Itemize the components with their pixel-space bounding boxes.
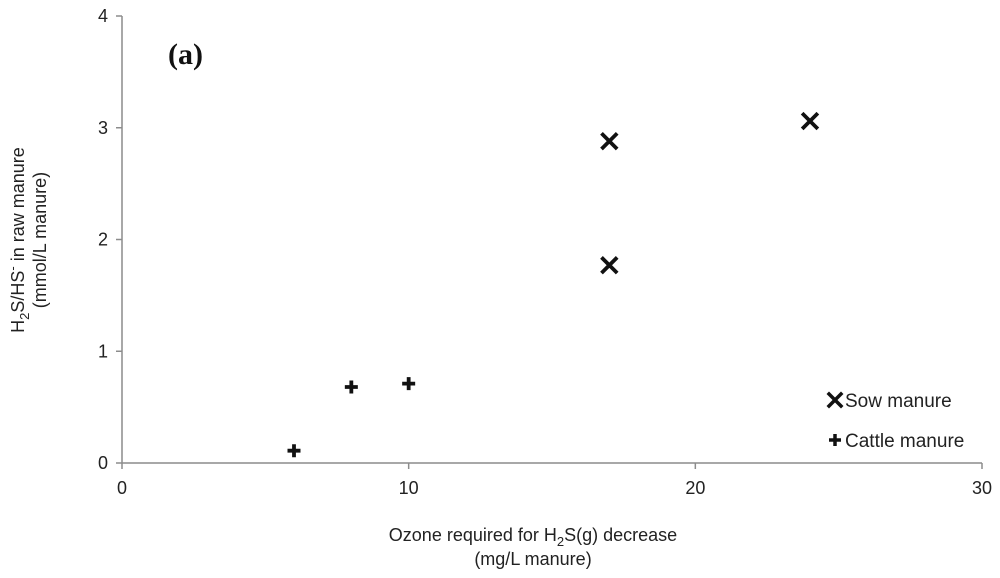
cattle-manure-point (344, 380, 358, 394)
sow-manure-point (600, 131, 619, 151)
y-tick-label: 1 (98, 341, 108, 361)
legend-label-sow: Sow manure (845, 391, 952, 412)
y-tick-label: 2 (98, 230, 108, 250)
x-tick-label: 0 (117, 478, 127, 498)
y-tick-label: 4 (98, 6, 108, 26)
cattle-manure-point (287, 444, 301, 458)
legend-marker-sow (826, 391, 844, 409)
data-points (287, 111, 820, 458)
y-axis-title-line1: H2S/HS- in raw manure (5, 147, 32, 333)
sow-manure-point (600, 256, 619, 275)
x-tick-label: 20 (685, 478, 705, 498)
panel-label: (a) (168, 38, 203, 71)
legend: Sow manure Cattle manure (826, 391, 964, 452)
x-axis-title-line2: (mg/L manure) (474, 549, 591, 569)
legend-marker-cattle (829, 434, 841, 446)
sow-manure-point (800, 111, 820, 131)
x-axis-title-line1: Ozone required for H2S(g) decrease (389, 525, 677, 549)
y-axis-title-line2: (mmol/L manure) (30, 172, 50, 308)
y-tick-label: 0 (98, 453, 108, 473)
x-tick-label: 30 (972, 478, 992, 498)
x-tick-label: 10 (399, 478, 419, 498)
y-tick-label: 3 (98, 118, 108, 138)
cattle-manure-point (402, 377, 416, 391)
tick-labels: 0 1 2 3 4 0 10 20 30 (98, 6, 992, 498)
legend-label-cattle: Cattle manure (845, 431, 964, 452)
axes (116, 15, 983, 469)
